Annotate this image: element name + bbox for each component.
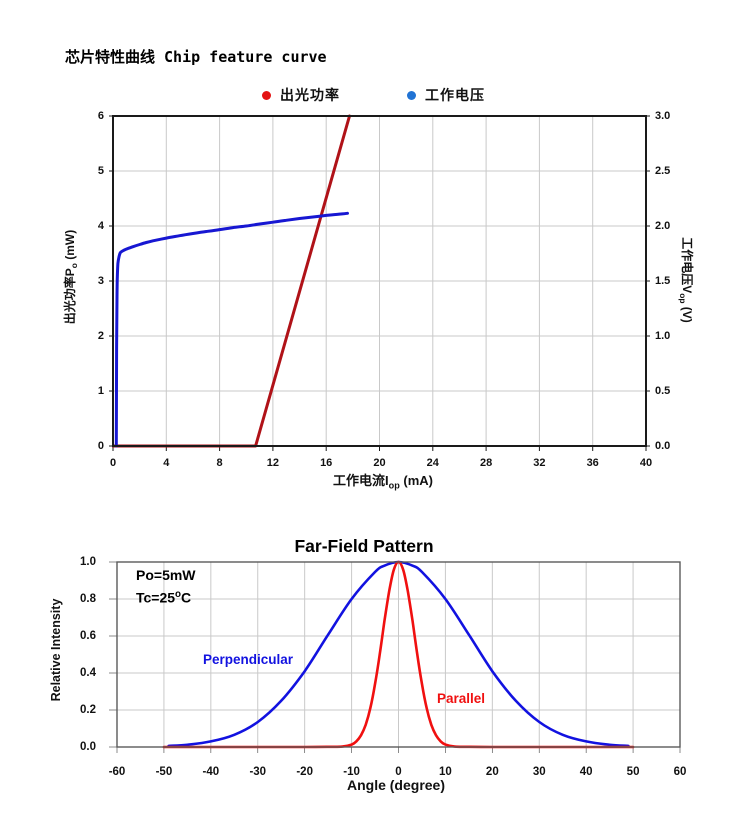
tick-label: 30 bbox=[532, 766, 546, 778]
annotation-power: Po=5mW bbox=[136, 567, 196, 583]
chart2-conditions-annotation: Po=5mW Tc=25oC bbox=[136, 566, 196, 608]
tick-label: 5 bbox=[97, 165, 104, 177]
tick-label: 24 bbox=[426, 457, 439, 469]
tick-label: 28 bbox=[479, 457, 493, 469]
tick-label: 2.5 bbox=[655, 165, 671, 177]
chart2-x-axis-title: Angle (degree) bbox=[346, 777, 446, 793]
tick-label: 12 bbox=[266, 457, 280, 469]
tick-label: -10 bbox=[343, 766, 360, 778]
tick-label: 0.2 bbox=[80, 704, 96, 716]
tick-label: 20 bbox=[485, 766, 499, 778]
page-title: 芯片特性曲线 Chip feature curve bbox=[65, 48, 327, 66]
tick-label: -30 bbox=[249, 766, 267, 778]
tick-label: -40 bbox=[202, 766, 220, 778]
legend-dot-output-power-icon bbox=[262, 90, 271, 100]
tick-label: 0.6 bbox=[80, 630, 96, 642]
tick-label: 32 bbox=[533, 457, 546, 469]
chart2-y-axis-title: Relative Intensity bbox=[49, 598, 63, 702]
tick-label: 0.0 bbox=[80, 741, 96, 753]
tick-label: -60 bbox=[108, 766, 126, 778]
tick-label: 4 bbox=[163, 457, 170, 469]
legend-label-operating-voltage: 工作电压 bbox=[425, 87, 485, 103]
tick-label: 4 bbox=[97, 220, 104, 232]
tick-label: 3.0 bbox=[655, 110, 671, 122]
tick-label: -50 bbox=[155, 766, 173, 778]
tick-label: 3 bbox=[97, 275, 104, 287]
tick-label: 0.4 bbox=[80, 667, 96, 679]
tick-label: 0 bbox=[109, 457, 117, 469]
tick-label: 0.8 bbox=[80, 593, 96, 605]
far-field-pattern-plot bbox=[109, 560, 681, 753]
perpendicular-curve-label: Perpendicular bbox=[203, 652, 294, 667]
chart1-right-axis-title: 工作电压Vop (V) bbox=[677, 237, 695, 323]
tick-label: 60 bbox=[673, 766, 687, 778]
legend-item-output-power: 出光功率 bbox=[262, 87, 340, 103]
tick-label: 1.5 bbox=[655, 275, 671, 287]
tick-label: 1 bbox=[97, 385, 104, 397]
tick-label: 2.0 bbox=[655, 220, 671, 232]
tick-label: 8 bbox=[216, 457, 223, 469]
tick-label: 1.0 bbox=[80, 556, 96, 568]
annotation-temperature: Tc=25oC bbox=[136, 589, 192, 606]
tick-label: 10 bbox=[439, 766, 452, 778]
tick-label: 0.5 bbox=[655, 385, 671, 397]
tick-label: 36 bbox=[586, 457, 599, 469]
tick-label: 40 bbox=[579, 766, 593, 778]
legend-item-operating-voltage: 工作电压 bbox=[407, 87, 485, 103]
chart1-x-axis-title: 工作电流Iop (mA) bbox=[333, 473, 433, 491]
tick-label: 16 bbox=[320, 457, 333, 469]
tick-label: 2 bbox=[97, 330, 104, 342]
tick-label: 20 bbox=[373, 457, 386, 469]
tick-label: 40 bbox=[639, 457, 653, 469]
tick-label: 0 bbox=[97, 440, 104, 452]
tick-label: 50 bbox=[626, 766, 640, 778]
chip-feature-curve-plot bbox=[109, 114, 650, 451]
legend-dot-operating-voltage-icon bbox=[407, 90, 416, 100]
tick-label: -20 bbox=[296, 766, 313, 778]
tick-label: 1.0 bbox=[655, 330, 671, 342]
tick-label: 0.0 bbox=[655, 440, 671, 452]
legend-label-output-power: 出光功率 bbox=[280, 87, 340, 103]
chart2-title: Far-Field Pattern bbox=[294, 536, 434, 556]
parallel-curve-label: Parallel bbox=[437, 691, 486, 706]
tick-label: 6 bbox=[97, 110, 104, 122]
tick-label: 0 bbox=[395, 766, 402, 778]
